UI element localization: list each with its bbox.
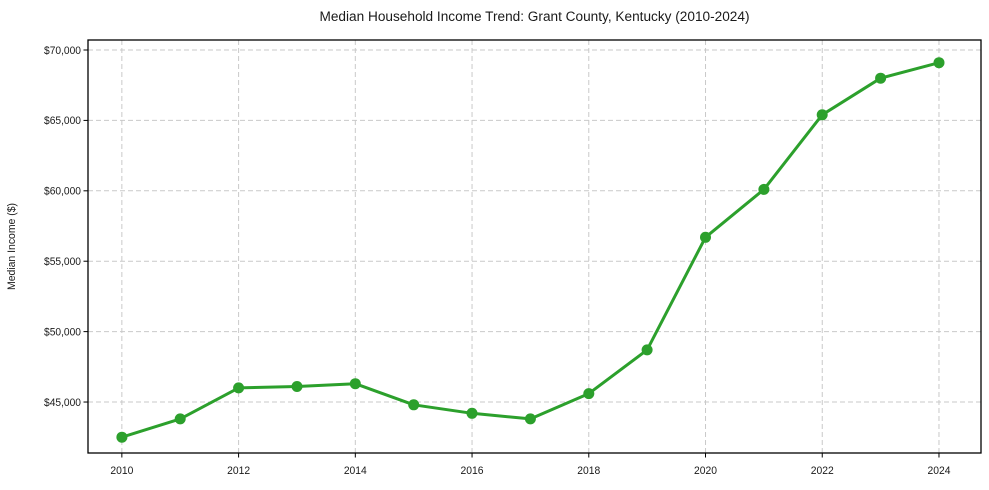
y-tick-label: $45,000 xyxy=(44,397,81,409)
plot-border xyxy=(87,39,982,454)
x-tick-label: 2024 xyxy=(927,465,950,477)
data-point-2019 xyxy=(641,344,653,356)
x-tick-label: 2022 xyxy=(811,465,834,477)
x-tick-label: 2014 xyxy=(344,465,367,477)
data-point-2024 xyxy=(933,57,945,69)
data-point-2018 xyxy=(583,388,595,400)
chart-title: Median Household Income Trend: Grant Cou… xyxy=(320,9,750,24)
x-tick-label: 2010 xyxy=(110,465,133,477)
data-point-2015 xyxy=(408,399,420,411)
y-tick-label: $55,000 xyxy=(44,256,81,268)
data-point-2022 xyxy=(816,109,828,121)
data-point-2016 xyxy=(466,407,478,419)
x-tick-label: 2018 xyxy=(577,465,600,477)
x-tick-label: 2012 xyxy=(227,465,250,477)
data-point-2023 xyxy=(875,72,887,84)
data-point-2017 xyxy=(524,413,536,425)
data-point-2011 xyxy=(174,413,186,425)
x-tick-label: 2016 xyxy=(461,465,484,477)
data-point-2020 xyxy=(700,231,711,243)
data-point-2014 xyxy=(349,378,361,390)
data-point-2012 xyxy=(233,382,245,394)
y-tick-label: $70,000 xyxy=(44,45,81,57)
x-tick-label: 2020 xyxy=(694,465,717,477)
y-axis-label: Median Income ($) xyxy=(6,203,18,290)
data-point-2021 xyxy=(758,183,770,195)
y-tick-label: $50,000 xyxy=(44,326,81,338)
y-tick-label: $60,000 xyxy=(44,186,81,198)
data-point-2010 xyxy=(116,431,128,443)
data-point-2013 xyxy=(291,381,303,392)
y-tick-label: $65,000 xyxy=(44,115,81,127)
